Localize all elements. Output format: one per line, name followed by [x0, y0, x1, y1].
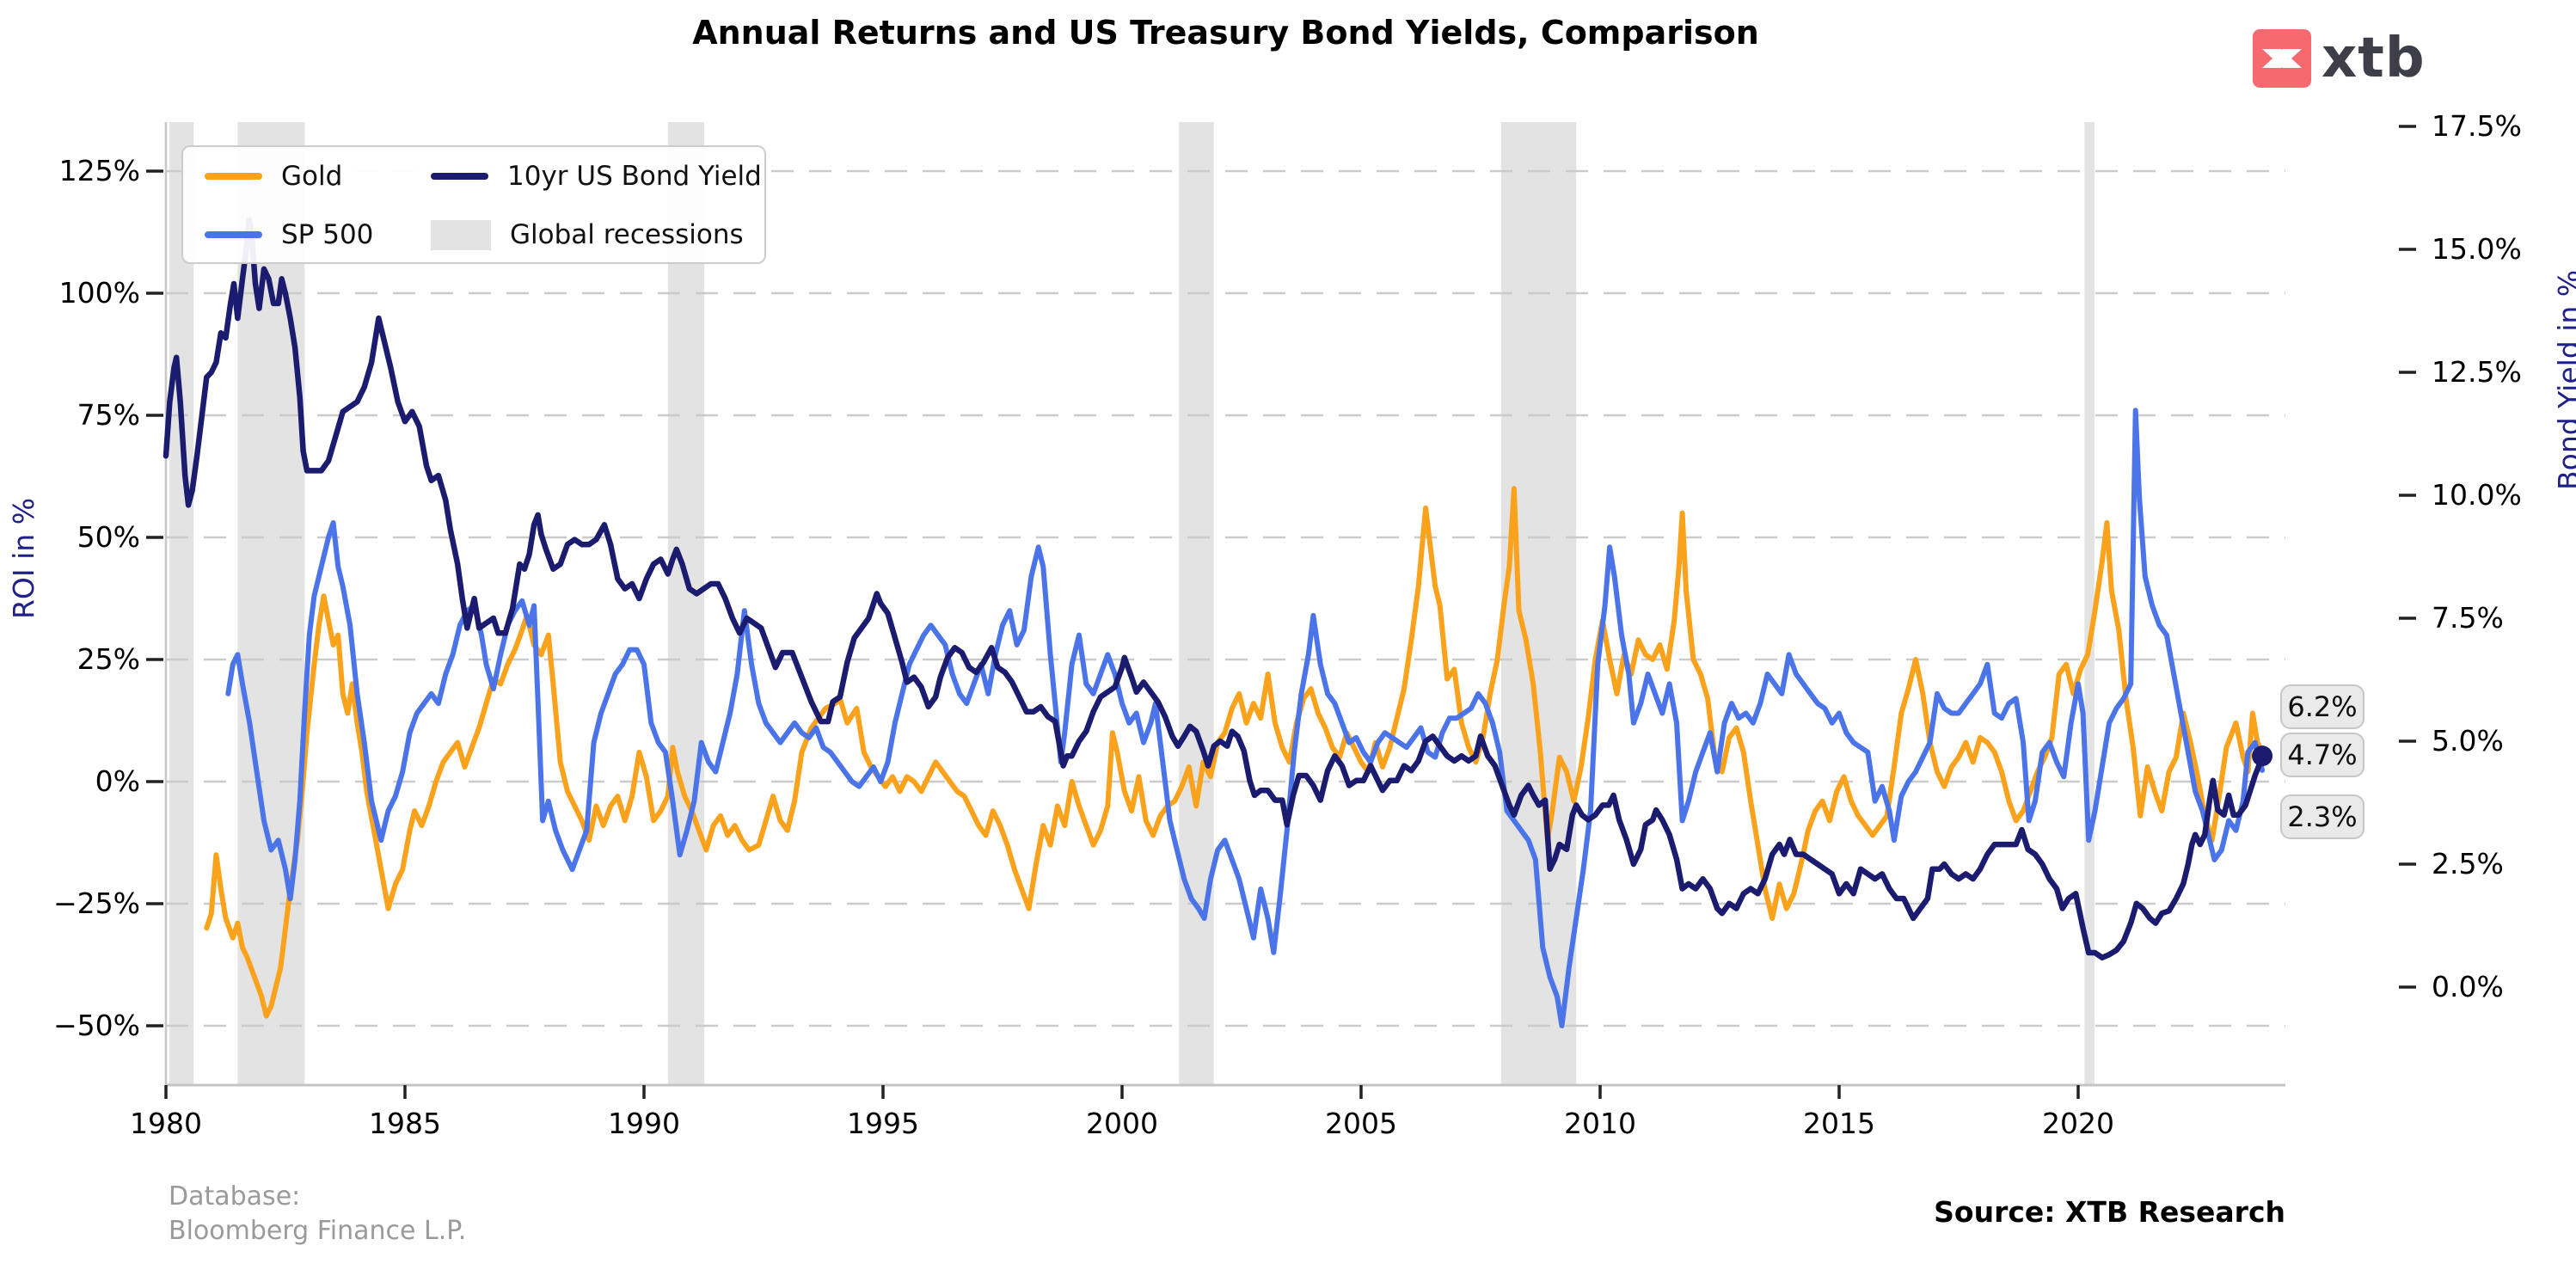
legend-item-bond-yield: 10yr US Bond Yield	[431, 159, 762, 193]
database-note-line2: Bloomberg Finance L.P.	[169, 1216, 467, 1246]
series-line-sp-500	[225, 408, 2266, 1028]
right-axis-tick-label: 0.0%	[2432, 970, 2504, 1003]
legend-label: Gold	[281, 161, 343, 192]
end-value-label-sp500: 2.3%	[2280, 794, 2364, 839]
x-axis-tick-label: 2000	[1086, 1107, 1158, 1140]
end-value-label-gold: 6.2%	[2280, 684, 2364, 729]
left-axis-tick-label: 25%	[77, 642, 140, 676]
xtb-logo-icon	[2253, 29, 2311, 88]
series-end-dot	[2252, 745, 2273, 767]
legend-item-recessions: Global recessions	[431, 218, 744, 252]
xtb-logo-text: xtb	[2321, 27, 2426, 90]
x-axis-tick-label: 2020	[2042, 1107, 2114, 1140]
left-axis-tick-label: 75%	[77, 398, 140, 432]
x-axis-tick-label: 1985	[369, 1107, 441, 1140]
x-axis-tick-label: 2010	[1564, 1107, 1636, 1140]
chart-legend: Gold SP 500 10yr US Bond Yield Global re…	[181, 145, 766, 264]
right-axis-tick-label: 15.0%	[2432, 232, 2522, 266]
right-axis-title: Bond Yield in %	[2552, 270, 2576, 490]
gold-line-swatch	[205, 173, 262, 180]
left-axis-tick-label: 100%	[59, 276, 140, 310]
recession-band	[169, 122, 194, 1085]
legend-label: SP 500	[281, 219, 374, 250]
right-axis-tick-label: 17.5%	[2432, 109, 2522, 143]
right-axis-tick-label: 2.5%	[2432, 847, 2504, 880]
left-axis-tick-label: 50%	[77, 520, 140, 554]
left-axis-tick-label: 125%	[59, 154, 140, 187]
x-axis-tick-label: 1990	[608, 1107, 680, 1140]
recession-band	[1500, 122, 1577, 1085]
sp500-line-swatch	[205, 231, 262, 238]
x-axis-tick-label: 1995	[847, 1107, 919, 1140]
series-line-10yr-us-bond-yield	[163, 217, 2266, 960]
database-note: Database: Bloomberg Finance L.P.	[169, 1180, 466, 1248]
legend-item-sp500: SP 500	[205, 218, 373, 252]
left-axis-tick-label: −50%	[53, 1009, 140, 1042]
chart-title: Annual Returns and US Treasury Bond Yiel…	[692, 14, 1759, 52]
end-value-label-bond: 4.7%	[2280, 733, 2364, 777]
right-axis-tick-label: 10.0%	[2432, 478, 2522, 512]
left-axis-tick-label: 0%	[95, 764, 140, 798]
left-axis-title: ROI in %	[7, 497, 40, 619]
series-line-gold	[204, 486, 2266, 1019]
legend-label: Global recessions	[510, 219, 744, 250]
x-axis-tick-label: 2015	[1803, 1107, 1875, 1140]
right-axis-tick-label: 7.5%	[2432, 601, 2504, 635]
legend-label: 10yr US Bond Yield	[507, 161, 762, 192]
source-note: Source: XTB Research	[1934, 1195, 2285, 1229]
legend-item-gold: Gold	[205, 159, 342, 193]
right-axis-tick-label: 5.0%	[2432, 724, 2504, 758]
recession-band	[237, 122, 305, 1085]
right-axis-tick-label: 12.5%	[2432, 355, 2522, 389]
database-note-line1: Database:	[169, 1181, 301, 1212]
x-axis-tick-label: 1980	[130, 1107, 202, 1140]
left-axis-tick-label: −25%	[53, 886, 140, 920]
recession-band	[1179, 122, 1214, 1085]
bond-line-swatch	[431, 173, 488, 180]
recession-band	[667, 122, 705, 1085]
recession-patch-swatch	[431, 219, 491, 250]
xtb-logo: xtb	[2253, 29, 2426, 88]
recession-band	[2084, 122, 2095, 1085]
x-axis-tick-label: 2005	[1325, 1107, 1397, 1140]
